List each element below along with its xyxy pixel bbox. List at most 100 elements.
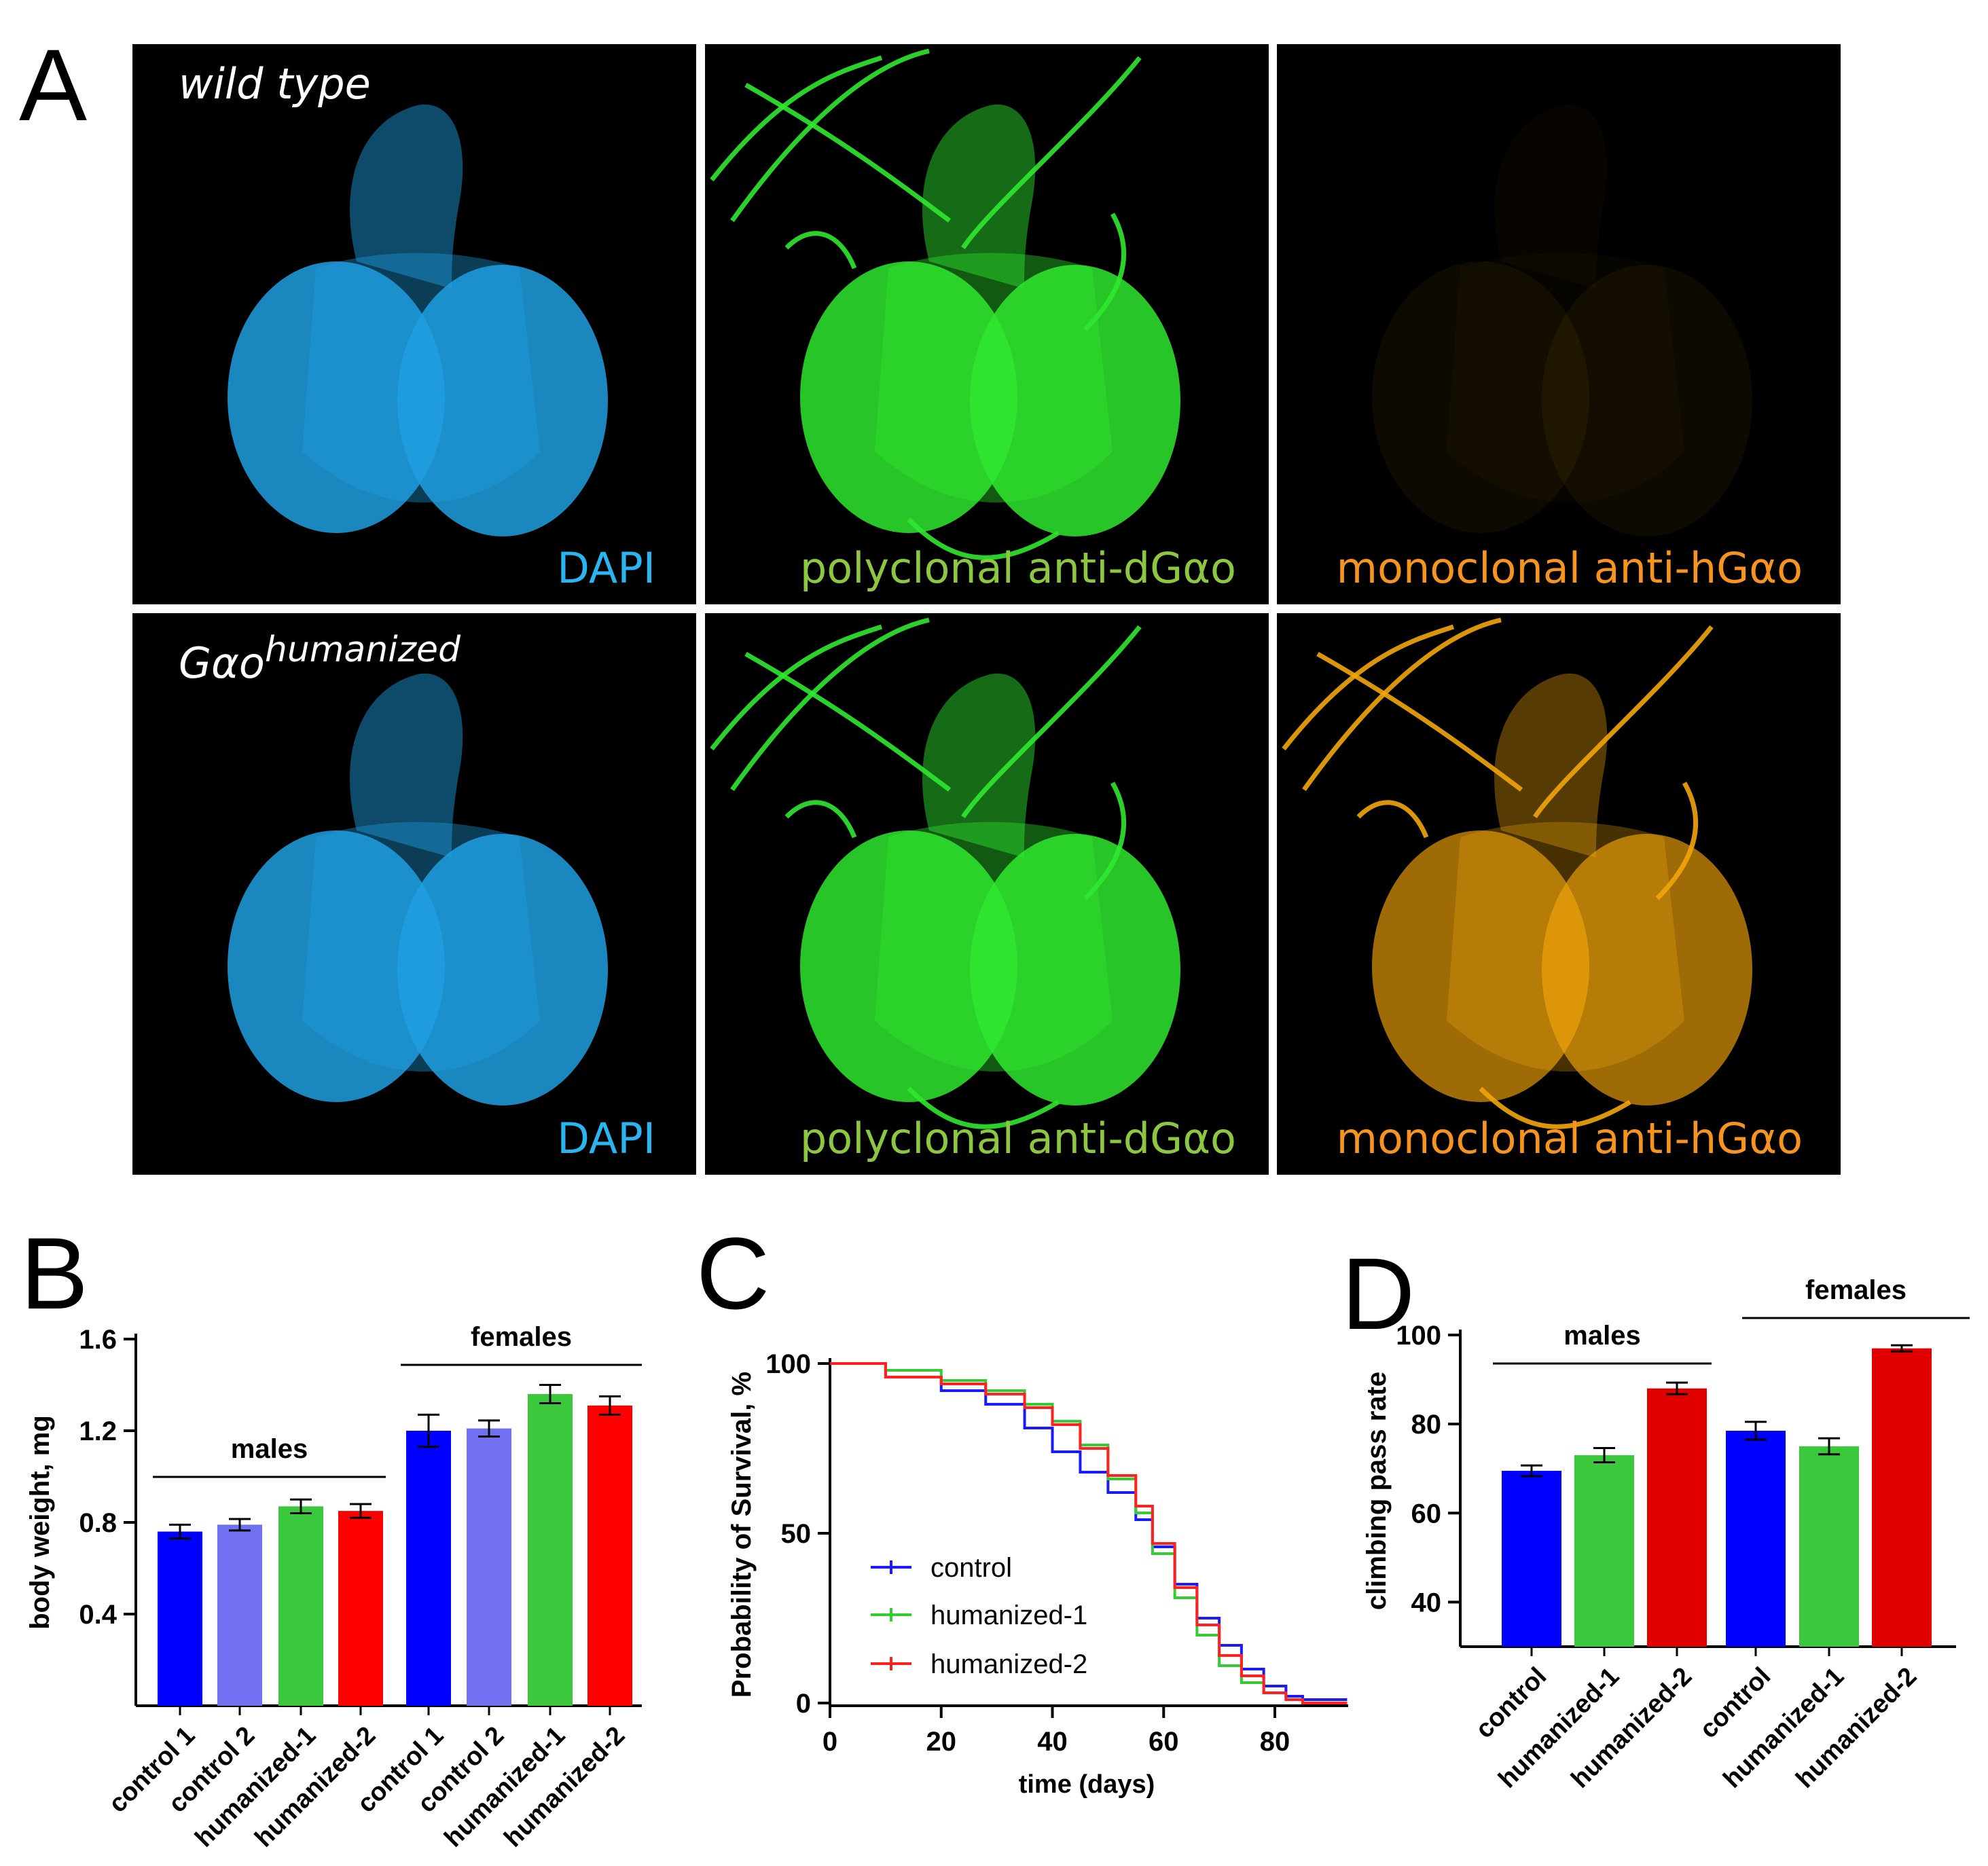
brain-right-lobe bbox=[397, 834, 608, 1105]
nerve-fiber-4 bbox=[1083, 213, 1126, 331]
d-bar bbox=[1647, 1388, 1707, 1647]
micrograph-wildtype-poly: polyclonal anti-dGαo bbox=[705, 44, 1269, 604]
c-legend-label: humanized-2 bbox=[930, 1649, 1087, 1679]
nerve-fiber-4 bbox=[1655, 782, 1698, 900]
nerve-fiber-6 bbox=[784, 800, 857, 839]
channel-label-polyclonal: polyclonal anti-dGαo bbox=[799, 543, 1236, 593]
nerve-fiber-1 bbox=[1302, 617, 1502, 792]
b-ytick-label: 0.4 bbox=[79, 1600, 117, 1630]
brain-right-lobe bbox=[970, 265, 1180, 536]
nerve-fiber-5 bbox=[907, 1086, 1060, 1129]
micrograph-wildtype-dapi: wild type DAPI bbox=[132, 44, 696, 604]
nerve-fiber-0 bbox=[1282, 624, 1455, 751]
c-chart: Probability of Survival, % 0 50 100 0 20 40 60 8… bbox=[727, 1349, 1348, 1799]
b-bar bbox=[338, 1511, 383, 1706]
b-bar bbox=[406, 1431, 451, 1706]
brain-poly-humanized bbox=[710, 617, 1180, 1129]
nerve-fiber-2 bbox=[1316, 651, 1523, 792]
d-bar bbox=[1502, 1470, 1561, 1647]
c-xtick-label: 60 bbox=[1149, 1727, 1179, 1757]
brain-left-lobe bbox=[800, 261, 1017, 533]
nerve-fiber-6 bbox=[784, 231, 857, 270]
nerve-fiber-2 bbox=[744, 651, 952, 792]
brain-dapi-wildtype bbox=[228, 104, 608, 536]
nerve-fiber-3 bbox=[961, 625, 1142, 818]
c-ytick-label: 50 bbox=[781, 1519, 812, 1549]
c-xtick-label: 0 bbox=[823, 1727, 837, 1757]
b-bar bbox=[467, 1428, 511, 1706]
nerve-fiber-1 bbox=[730, 617, 930, 792]
row-label-humanized: Gαohumanized bbox=[179, 629, 460, 688]
d-bar bbox=[1726, 1430, 1786, 1647]
d-ytick-label: 100 bbox=[1396, 1321, 1441, 1351]
brain-mono-humanized bbox=[1282, 617, 1752, 1129]
channel-label-dapi: DAPI bbox=[557, 543, 655, 593]
c-series-line-2 bbox=[830, 1362, 1348, 1704]
brain-left-lobe bbox=[800, 830, 1017, 1102]
b-ytick-label: 0.8 bbox=[79, 1508, 117, 1538]
channel-label-monoclonal: monoclonal anti-hGαo bbox=[1336, 543, 1803, 593]
b-ylabel: body weight, mg bbox=[25, 1415, 55, 1630]
b-bar bbox=[528, 1394, 573, 1706]
nerve-fiber-2 bbox=[744, 82, 952, 223]
brain-right-lobe bbox=[970, 834, 1180, 1105]
brain-left-lobe bbox=[228, 830, 445, 1102]
b-bar bbox=[217, 1524, 262, 1706]
row-label-wild-type: wild type bbox=[179, 59, 371, 109]
brain-left-lobe bbox=[1372, 261, 1589, 533]
brain-ventral-nerve-cord bbox=[350, 104, 463, 289]
brain-mono-wildtype bbox=[1372, 261, 1752, 536]
brain-dapi-humanized bbox=[228, 673, 608, 1105]
micrograph-humanized-poly: polyclonal anti-dGαo bbox=[705, 613, 1269, 1175]
brain-poly-wildtype bbox=[710, 48, 1180, 560]
micrograph-wildtype-mono: monoclonal anti-hGαo bbox=[1277, 44, 1841, 604]
brain-ventral-nerve-cord bbox=[922, 104, 1036, 289]
micrograph-humanized-dapi: Gαohumanized DAPI bbox=[132, 613, 696, 1175]
nerve-fiber-3 bbox=[961, 56, 1142, 249]
c-ylabel: Probability of Survival, % bbox=[727, 1372, 757, 1698]
brain-ventral-nerve-cord bbox=[1494, 673, 1608, 858]
nerve-fiber-0 bbox=[710, 624, 883, 751]
panel-letter-a: A bbox=[19, 28, 88, 142]
d-ylabel: climbing pass rate bbox=[1362, 1372, 1392, 1610]
c-xtick-label: 20 bbox=[926, 1727, 957, 1757]
d-group-label: females bbox=[1805, 1275, 1906, 1305]
c-series-line-1 bbox=[830, 1362, 1348, 1704]
micrograph-humanized-mono: monoclonal anti-hGαo bbox=[1277, 613, 1841, 1175]
b-bar bbox=[588, 1405, 632, 1706]
panel-letter-d: D bbox=[1341, 1237, 1415, 1351]
b-bar bbox=[278, 1506, 323, 1706]
c-xlabel: time (days) bbox=[1019, 1770, 1155, 1799]
c-legend-label: humanized-1 bbox=[930, 1600, 1087, 1630]
b-bar bbox=[158, 1531, 202, 1706]
channel-label-dapi-2: DAPI bbox=[557, 1114, 655, 1163]
d-bar bbox=[1872, 1348, 1932, 1647]
brain-left-lobe bbox=[228, 261, 445, 533]
b-ytick-label: 1.6 bbox=[79, 1325, 117, 1355]
d-bar bbox=[1799, 1446, 1859, 1647]
d-ytick-label: 80 bbox=[1411, 1410, 1442, 1440]
channel-label-monoclonal-2: monoclonal anti-hGαo bbox=[1336, 1114, 1803, 1163]
c-series-line-0 bbox=[830, 1362, 1348, 1701]
d-ytick-label: 40 bbox=[1411, 1588, 1442, 1617]
brain-right-lobe bbox=[1542, 834, 1752, 1105]
d-group-label: males bbox=[1564, 1321, 1640, 1351]
channel-label-polyclonal-2: polyclonal anti-dGαo bbox=[799, 1114, 1236, 1163]
nerve-fiber-1 bbox=[730, 48, 930, 223]
brain-left-lobe bbox=[1372, 830, 1589, 1102]
c-ytick-label: 0 bbox=[796, 1689, 811, 1719]
c-legend-label: control bbox=[930, 1553, 1012, 1583]
brain-right-lobe bbox=[397, 265, 608, 536]
brain-ventral-nerve-cord bbox=[350, 673, 463, 858]
panel-letter-c: C bbox=[696, 1216, 770, 1330]
b-group-label: males bbox=[231, 1434, 308, 1464]
brain-right-lobe bbox=[1542, 265, 1752, 536]
nerve-fiber-0 bbox=[710, 55, 883, 182]
brain-ventral-nerve-cord bbox=[922, 673, 1036, 858]
nerve-fiber-6 bbox=[1356, 800, 1429, 839]
c-ytick-label: 100 bbox=[765, 1349, 811, 1379]
b-ytick-label: 1.2 bbox=[79, 1416, 117, 1446]
